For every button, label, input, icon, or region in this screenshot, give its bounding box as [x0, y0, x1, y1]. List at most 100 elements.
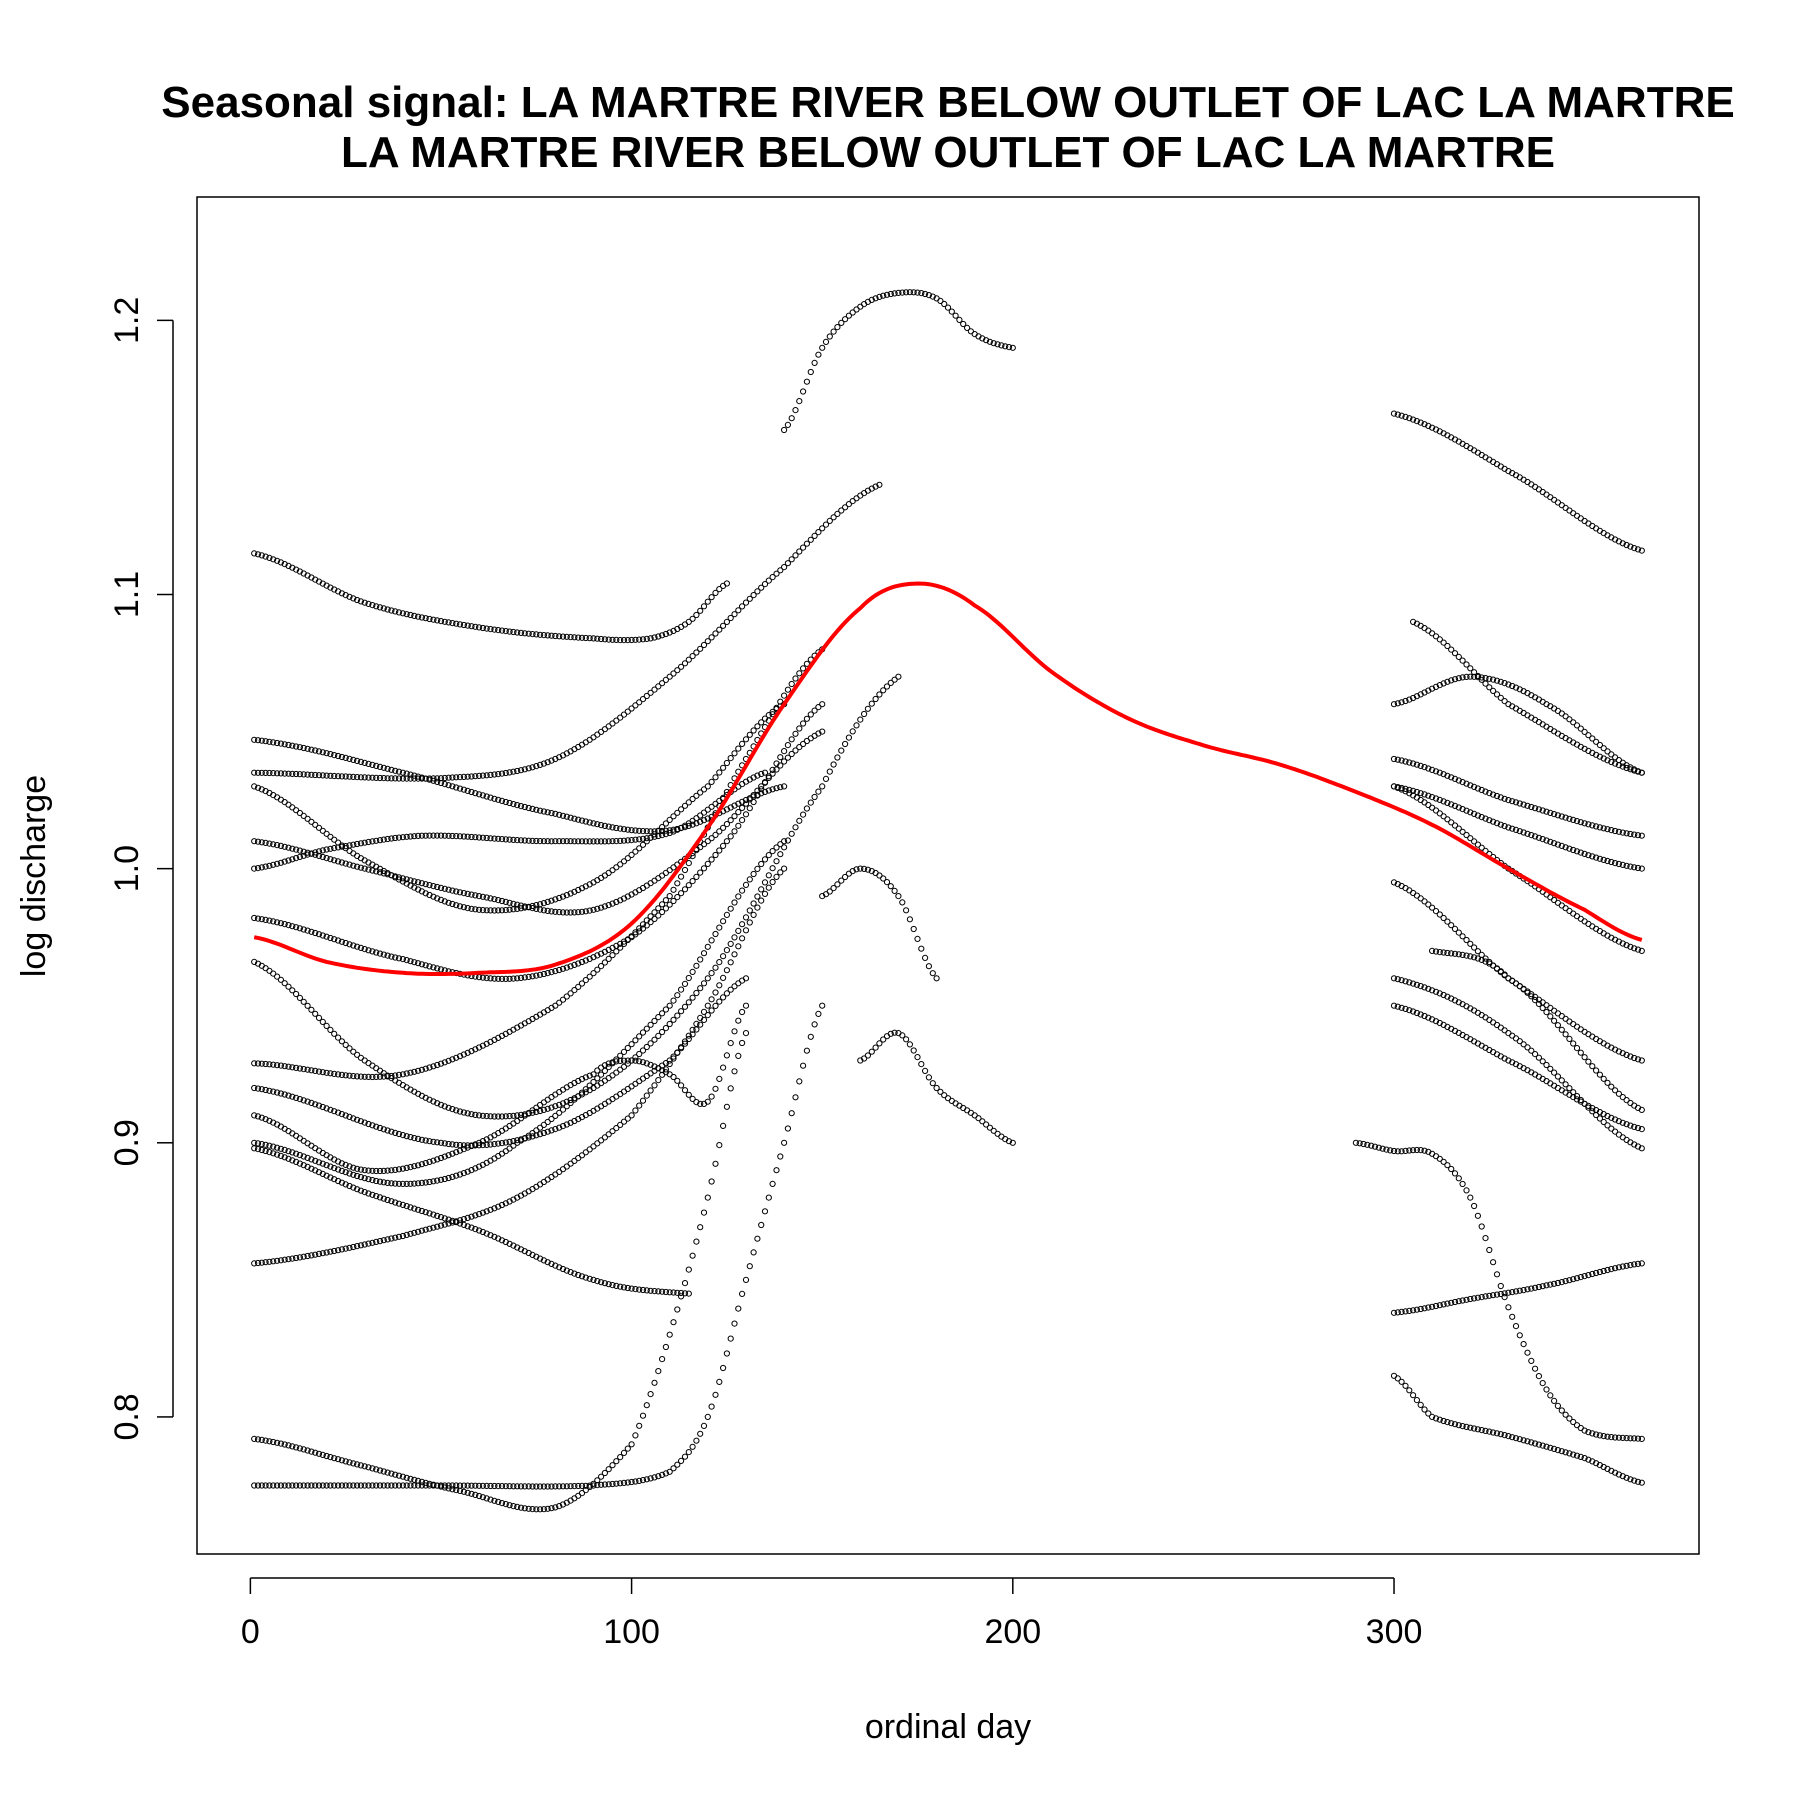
- point: [670, 1055, 677, 1062]
- point: [1474, 672, 1482, 680]
- point: [456, 1482, 464, 1489]
- point: [666, 629, 673, 636]
- point: [796, 817, 803, 824]
- point: [739, 603, 746, 610]
- point: [544, 1128, 551, 1135]
- point: [1589, 822, 1596, 829]
- point: [1444, 642, 1451, 650]
- point: [411, 833, 418, 840]
- point: [1463, 831, 1470, 839]
- point: [1528, 803, 1535, 811]
- point: [258, 864, 265, 871]
- point: [285, 741, 292, 749]
- point: [582, 908, 589, 915]
- point: [548, 1505, 555, 1512]
- point: [590, 970, 597, 977]
- point: [274, 1151, 281, 1158]
- point: [895, 289, 902, 296]
- point: [270, 918, 277, 925]
- point: [643, 1043, 650, 1051]
- point: [723, 1350, 731, 1357]
- point: [346, 1045, 353, 1052]
- point: [666, 827, 673, 834]
- point: [403, 1133, 410, 1140]
- point: [1619, 940, 1626, 947]
- point: [266, 862, 273, 869]
- point: [624, 837, 631, 844]
- point: [1455, 1298, 1462, 1305]
- point: [613, 864, 620, 871]
- point: [525, 904, 532, 911]
- point: [437, 1101, 445, 1108]
- point: [300, 848, 307, 855]
- point-series-18: [819, 865, 940, 982]
- point: [552, 1126, 559, 1133]
- point: [487, 907, 494, 914]
- point: [281, 1256, 288, 1263]
- point: [426, 832, 433, 839]
- point: [605, 1131, 612, 1138]
- point: [1459, 828, 1466, 835]
- point: [636, 1477, 643, 1485]
- point: [327, 1454, 334, 1461]
- point: [399, 834, 406, 841]
- point: [456, 1108, 464, 1115]
- point: [338, 1167, 345, 1175]
- point: [1631, 1054, 1638, 1062]
- point: [418, 1066, 425, 1073]
- point: [453, 1107, 460, 1114]
- point: [327, 1026, 334, 1034]
- point: [1623, 1051, 1630, 1059]
- point: [277, 976, 284, 983]
- point: [312, 849, 319, 856]
- point: [1394, 1148, 1401, 1155]
- point: [708, 634, 715, 641]
- point: [803, 805, 811, 812]
- point: [700, 809, 708, 816]
- point: [270, 556, 277, 563]
- point-series-30: [1390, 1002, 1645, 1133]
- point: [456, 1171, 464, 1178]
- point: [1615, 860, 1623, 868]
- point: [906, 1041, 914, 1048]
- point: [1471, 838, 1478, 845]
- point: [666, 1289, 673, 1296]
- point: [666, 893, 673, 900]
- point-series-1: [1390, 410, 1645, 554]
- point: [373, 1466, 380, 1473]
- point: [735, 809, 742, 816]
- point: [1634, 1124, 1642, 1132]
- point: [1417, 796, 1424, 804]
- point: [517, 803, 525, 810]
- point: [609, 1462, 616, 1469]
- point: [849, 728, 856, 735]
- point: [254, 915, 262, 922]
- point: [487, 1232, 494, 1239]
- point: [1451, 1170, 1459, 1177]
- point: [1638, 769, 1645, 776]
- point: [720, 622, 727, 629]
- point: [552, 1483, 559, 1490]
- point: [1573, 848, 1581, 855]
- point: [430, 1178, 437, 1185]
- point: [1524, 1044, 1531, 1051]
- point: [784, 421, 792, 428]
- point: [1516, 983, 1523, 990]
- point: [258, 1482, 265, 1489]
- point: [357, 598, 364, 605]
- point: [670, 1319, 677, 1326]
- point: [1493, 820, 1501, 827]
- point: [285, 1092, 292, 1099]
- point: [319, 1160, 326, 1167]
- point: [1406, 759, 1413, 766]
- point: [1566, 716, 1573, 723]
- point: [476, 834, 483, 841]
- point: [1634, 946, 1642, 953]
- point: [636, 845, 643, 852]
- point: [285, 922, 292, 929]
- point: [716, 1075, 723, 1083]
- point: [693, 873, 700, 881]
- point: [590, 1071, 597, 1078]
- point: [761, 779, 769, 786]
- point: [567, 1096, 574, 1104]
